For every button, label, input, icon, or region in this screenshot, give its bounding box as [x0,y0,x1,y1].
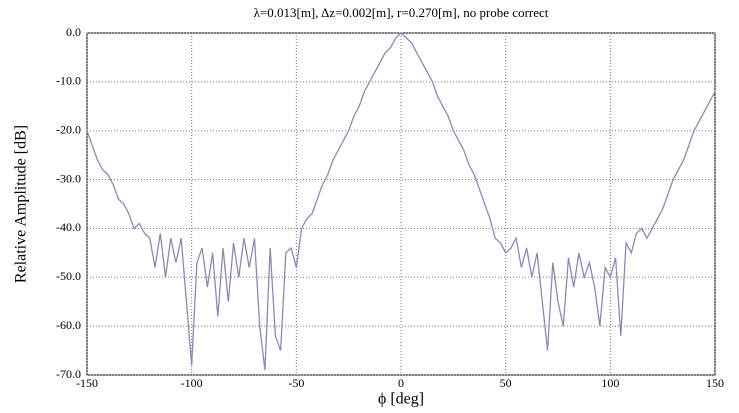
y-tick-label: -20.0 [56,122,81,136]
y-tick-label: -30.0 [56,171,81,185]
y-axis-label: Relative Amplitude [dB] [13,125,30,283]
x-tick-label: 100 [601,376,619,390]
chart-title: λ=0.013[m], Δz=0.002[m], r=0.270[m], no … [254,5,549,20]
data-line [86,32,716,371]
y-tick-label: -50.0 [56,269,81,283]
y-tick-label: 0.0 [66,25,81,39]
x-tick-label: -100 [181,376,203,390]
y-tick-label: -10.0 [56,74,81,88]
x-tick-label: 0 [398,376,404,390]
x-tick-label: -50 [288,376,304,390]
x-axis-label: ϕ [deg] [378,391,424,408]
y-tick-label: -40.0 [56,220,81,234]
x-tick-label: 150 [706,376,724,390]
x-tick-label: -150 [76,376,98,390]
x-tick-label: 50 [500,376,512,390]
y-tick-label: -60.0 [56,318,81,332]
y-tick-label: -70.0 [56,367,81,381]
